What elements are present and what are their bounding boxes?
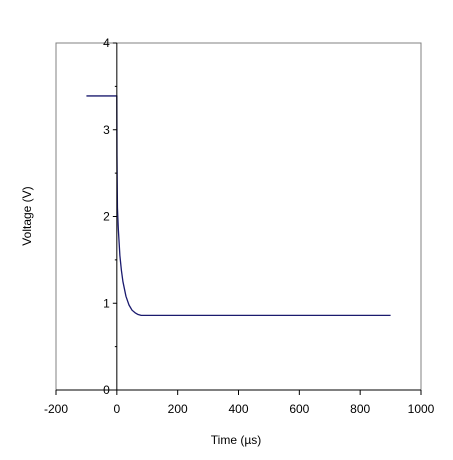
- x-tick-label: 200: [168, 402, 188, 416]
- series-line-0: [86, 95, 391, 317]
- y-tick-label: 2: [103, 210, 110, 224]
- x-axis: -200 0 200 400 600 800 1000: [44, 389, 435, 416]
- x-tick-label: 400: [228, 402, 248, 416]
- plot-border: [55, 42, 422, 391]
- x-tick-label: 800: [350, 402, 370, 416]
- x-tick-label: 600: [289, 402, 309, 416]
- x-tick-label: 0: [113, 402, 120, 416]
- y-tick-label: 1: [103, 296, 110, 310]
- y-tick-label: 4: [103, 36, 110, 50]
- y-tick-label: 3: [103, 123, 110, 137]
- x-tick-label: 1000: [408, 402, 435, 416]
- x-axis-label: Time (µs): [211, 433, 261, 447]
- plot-area-frame: [55, 42, 422, 391]
- series-layer: [86, 95, 391, 317]
- x-tick-label: -200: [44, 402, 68, 416]
- y-axis-label: Voltage (V): [20, 186, 34, 245]
